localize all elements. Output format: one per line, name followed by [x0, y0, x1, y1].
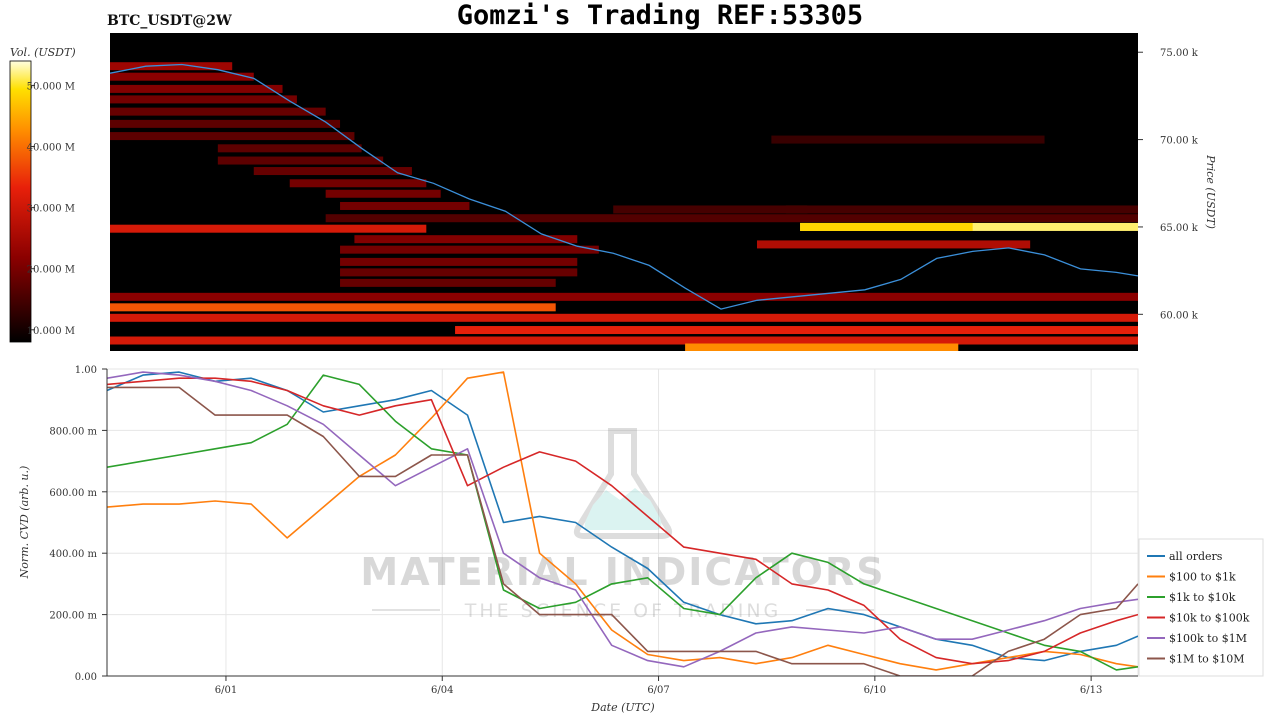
liquidity-band [800, 222, 973, 231]
price-tick-label: 65.00 k [1160, 223, 1199, 234]
cvd-y-axis-label: Norm. CVD (arb. u.) [18, 466, 31, 580]
liquidity-band [110, 84, 283, 93]
colorbar-tick-label: 20.000 M [27, 265, 75, 276]
liquidity-band [110, 72, 254, 81]
cvd-x-tick-label: 6/07 [647, 685, 669, 696]
colorbar-tick-label: 40.000 M [27, 143, 75, 154]
price-line [110, 63, 1138, 310]
liquidity-band [110, 313, 1138, 322]
watermark-brand: MATERIAL INDICATORS [360, 550, 885, 594]
liquidity-band [110, 292, 1138, 301]
cvd-series-line [107, 377, 1138, 665]
cvd-x-tick-label: 6/01 [215, 685, 237, 696]
cvd-y-tick-label: 1.00 [75, 365, 97, 376]
colorbar-tick-label: 50.000 M [27, 81, 75, 92]
liquidity-band [354, 235, 578, 244]
heatmap-background [110, 33, 1138, 351]
cvd-x-tick-label: 6/04 [431, 685, 453, 696]
liquidity-band [110, 303, 556, 312]
legend-label: all orders [1169, 550, 1223, 563]
cvd-x-tick-label: 6/13 [1080, 685, 1102, 696]
legend-label: $10k to $100k [1169, 612, 1250, 625]
colorbar-label: Vol. (USDT) [10, 46, 76, 59]
liquidity-band [110, 224, 427, 233]
colorbar [9, 60, 32, 343]
liquidity-band [110, 62, 233, 71]
price-axis-label: Price (USDT) [1204, 154, 1217, 229]
cvd-axes: 0.00 200.00 m 400.00 m 600.00 m 800.00 m 1.00… [49, 365, 1138, 696]
legend-label: $1M to $10M [1169, 653, 1245, 666]
liquidity-band [253, 167, 412, 176]
liquidity-band [289, 179, 427, 188]
price-axis: 60.00 k 65.00 k 70.00 k 75.00 k [1138, 48, 1199, 321]
cvd-y-tick-label: 200.00 m [49, 611, 97, 622]
liquidity-band [455, 326, 1138, 335]
legend-label: $100k to $1M [1169, 632, 1247, 645]
cvd-series-line [107, 386, 1138, 676]
liquidity-bands [110, 62, 1138, 351]
watermark-tagline: THE SCIENCE OF TRADING [464, 600, 782, 622]
liquidity-band [110, 336, 1138, 345]
cvd-series-line [107, 374, 1138, 671]
liquidity-band [340, 268, 578, 277]
liquidity-band [756, 240, 1031, 249]
chart-title: Gomzi's Trading REF:53305 [457, 0, 863, 31]
price-tick-label: 75.00 k [1160, 48, 1199, 59]
cvd-grid [107, 368, 1138, 677]
liquidity-band [340, 201, 470, 210]
cvd-x-tick-label: 6/10 [864, 685, 886, 696]
colorbar-tick-label: 10.000 M [27, 326, 75, 337]
cvd-y-tick-label: 800.00 m [49, 426, 97, 437]
flask-icon [573, 428, 673, 539]
liquidity-band [340, 257, 578, 266]
cvd-x-axis-label: Date (UTC) [590, 701, 654, 714]
cvd-series-lines [107, 371, 1138, 676]
watermark: MATERIAL INDICATORS THE SCIENCE OF TRADI… [360, 428, 885, 622]
legend-label: $1k to $10k [1169, 591, 1236, 604]
liquidity-band [340, 278, 556, 287]
cvd-y-tick-label: 0.00 [75, 672, 97, 683]
cvd-series-line [107, 371, 1138, 668]
price-tick-label: 60.00 k [1160, 310, 1199, 321]
legend: all orders $100 to $1k $1k to $10k $10k to … [1138, 538, 1264, 677]
liquidity-band [217, 144, 362, 153]
liquidity-band [110, 132, 355, 141]
liquidity-band [340, 245, 599, 254]
liquidity-band [685, 343, 959, 351]
symbol-label: BTC_USDT@2W [107, 13, 232, 29]
liquidity-band [110, 95, 297, 104]
legend-label: $100 to $1k [1169, 571, 1236, 584]
colorbar-tick-label: 30.000 M [27, 204, 75, 215]
liquidity-band [613, 205, 1138, 214]
cvd-y-tick-label: 400.00 m [49, 549, 97, 560]
liquidity-band [325, 214, 1138, 223]
liquidity-band [217, 156, 384, 165]
liquidity-band [771, 135, 1045, 144]
price-tick-label: 70.00 k [1160, 136, 1199, 147]
colorbar-ticks: 10.000 M 20.000 M 30.000 M 40.000 M 50.000 M [27, 81, 75, 336]
liquidity-band [325, 189, 441, 198]
liquidity-band [110, 107, 326, 116]
liquidity-band [110, 119, 341, 128]
cvd-y-tick-label: 600.00 m [49, 488, 97, 499]
